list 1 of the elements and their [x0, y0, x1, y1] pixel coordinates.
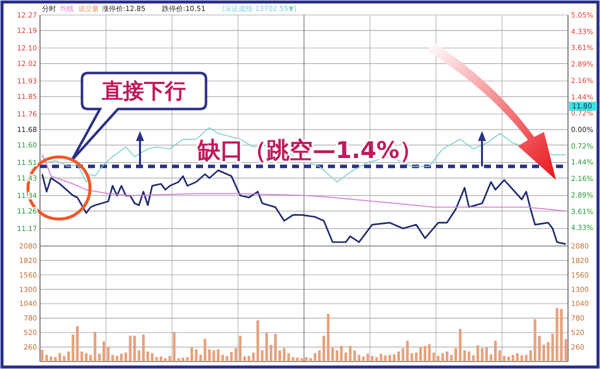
annotation: 直接下行: [101, 79, 186, 103]
